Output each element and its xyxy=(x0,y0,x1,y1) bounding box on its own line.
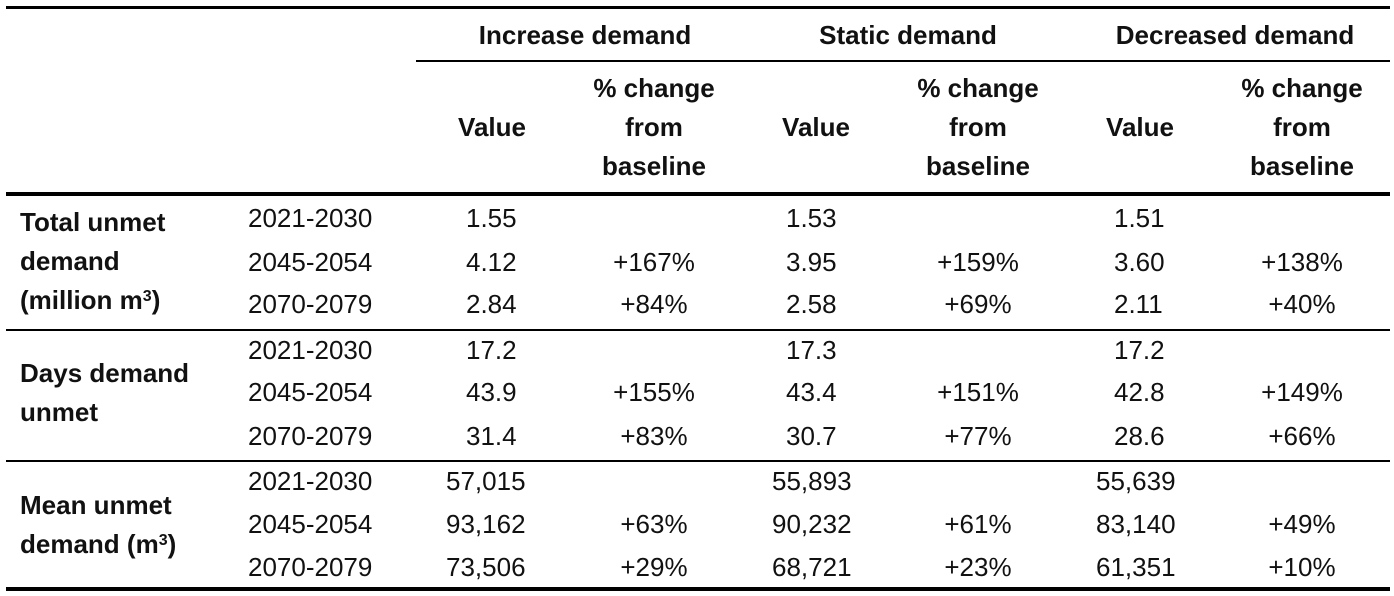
row-label-line: Mean unmet xyxy=(20,490,172,520)
pct-cell: +61% xyxy=(944,509,1012,539)
top-rule xyxy=(6,6,1390,9)
value-cell: 3.60 xyxy=(1114,247,1165,277)
label-superscript: 3 xyxy=(142,288,152,305)
period-cell: 2021-2030 xyxy=(248,335,373,365)
pct-cell: +159% xyxy=(937,247,1019,277)
pct-label-line: baseline xyxy=(601,151,707,181)
pct-cell: +10% xyxy=(1268,552,1336,582)
period-cell: 2070-2079 xyxy=(248,421,373,451)
value-cell: 17.2 xyxy=(466,335,517,365)
value-cell: 4.12 xyxy=(466,247,517,277)
bottom-rule xyxy=(6,587,1390,591)
group-header-decreased: Decreased demand xyxy=(1115,20,1355,50)
pct-cell: +151% xyxy=(937,377,1019,407)
label-text: demand (m xyxy=(20,529,159,559)
value-cell: 17.2 xyxy=(1114,335,1165,365)
value-cell: 55,639 xyxy=(1096,466,1176,496)
value-cell: 2.84 xyxy=(466,289,517,319)
pct-cell: +69% xyxy=(944,289,1012,319)
row-label-line: unmet xyxy=(20,397,98,427)
pct-cell: +63% xyxy=(620,509,688,539)
subheader-value-increase: Value xyxy=(458,112,526,142)
pct-cell: +49% xyxy=(1268,509,1336,539)
period-cell: 2045-2054 xyxy=(248,377,373,407)
pct-cell: +40% xyxy=(1268,289,1336,319)
group-header-increase: Increase demand xyxy=(478,20,692,50)
pct-cell: +66% xyxy=(1268,421,1336,451)
value-cell: 93,162 xyxy=(446,509,526,539)
value-cell: 2.58 xyxy=(786,289,837,319)
pct-cell: +155% xyxy=(613,377,695,407)
row-label-line: Days demand xyxy=(20,358,190,388)
pct-cell: +77% xyxy=(944,421,1012,451)
value-cell: 1.53 xyxy=(786,203,837,233)
label-text: (million m xyxy=(20,285,143,315)
period-cell: 2045-2054 xyxy=(248,247,373,277)
period-cell: 2021-2030 xyxy=(248,203,373,233)
value-cell: 68,721 xyxy=(772,552,852,582)
subheader-value-decreased: Value xyxy=(1106,112,1174,142)
group-underline xyxy=(416,60,1390,62)
pct-cell: +167% xyxy=(613,247,695,277)
value-cell: 1.51 xyxy=(1114,203,1165,233)
pct-label-line: baseline xyxy=(1249,151,1355,181)
row-label-line: demand (m3) xyxy=(20,525,176,564)
value-cell: 28.6 xyxy=(1114,421,1165,451)
value-cell: 2.11 xyxy=(1114,289,1163,319)
value-cell: 1.55 xyxy=(466,203,517,233)
period-cell: 2070-2079 xyxy=(248,289,373,319)
value-cell: 43.4 xyxy=(786,377,837,407)
pct-label-line: % change xyxy=(917,73,1039,103)
value-cell: 30.7 xyxy=(786,421,837,451)
label-superscript: 3 xyxy=(158,532,168,549)
value-cell: 90,232 xyxy=(772,509,852,539)
pct-cell: +23% xyxy=(944,552,1012,582)
pct-cell: +29% xyxy=(620,552,688,582)
row-label-line: (million m3) xyxy=(20,281,160,320)
period-cell: 2045-2054 xyxy=(248,509,373,539)
value-cell: 61,351 xyxy=(1096,552,1176,582)
pct-label-line: % change xyxy=(1241,73,1363,103)
period-cell: 2070-2079 xyxy=(248,552,373,582)
pct-label-line: from xyxy=(625,112,683,142)
subheader-value-static: Value xyxy=(782,112,850,142)
pct-label-line: % change xyxy=(593,73,715,103)
label-text: ) xyxy=(167,529,177,559)
header-bottom-rule xyxy=(6,192,1390,196)
section-rule-1 xyxy=(6,329,1390,331)
row-label-line: demand xyxy=(20,246,120,276)
pct-cell: +149% xyxy=(1261,377,1343,407)
pct-cell: +84% xyxy=(620,289,688,319)
value-cell: 43.9 xyxy=(466,377,517,407)
row-label-line: Total unmet xyxy=(20,207,166,237)
value-cell: 42.8 xyxy=(1114,377,1165,407)
value-cell: 3.95 xyxy=(786,247,837,277)
value-cell: 83,140 xyxy=(1096,509,1176,539)
pct-label-line: baseline xyxy=(925,151,1031,181)
value-cell: 17.3 xyxy=(786,335,837,365)
pct-cell: +138% xyxy=(1261,247,1343,277)
group-header-static: Static demand xyxy=(819,20,997,50)
period-cell: 2021-2030 xyxy=(248,466,373,496)
value-cell: 55,893 xyxy=(772,466,852,496)
value-cell: 31.4 xyxy=(466,421,517,451)
pct-cell: +83% xyxy=(620,421,688,451)
pct-label-line: from xyxy=(949,112,1007,142)
pct-label-line: from xyxy=(1273,112,1331,142)
label-text: ) xyxy=(151,285,161,315)
value-cell: 73,506 xyxy=(446,552,526,582)
section-rule-2 xyxy=(6,460,1390,462)
value-cell: 57,015 xyxy=(446,466,526,496)
